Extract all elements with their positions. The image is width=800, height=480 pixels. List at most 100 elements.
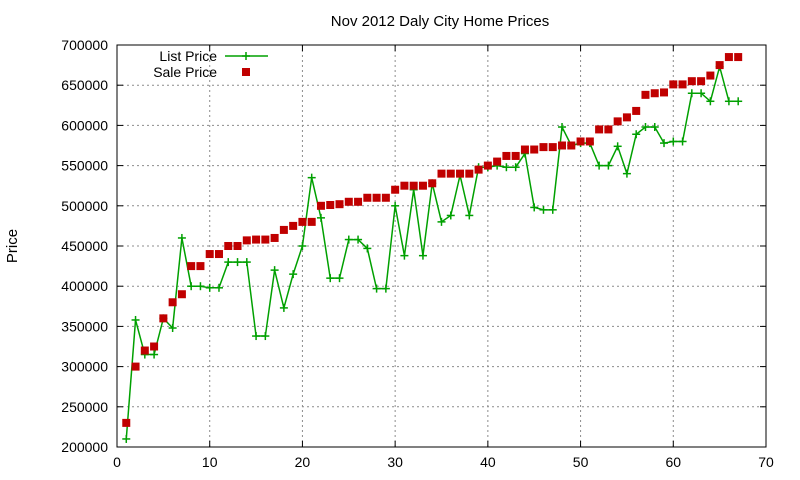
sale-price-point xyxy=(400,181,409,190)
legend: List Price Sale Price xyxy=(153,48,268,80)
sale-price-point xyxy=(205,250,214,259)
sale-price-point xyxy=(622,113,631,122)
sale-price-point xyxy=(270,233,279,242)
list-price-point xyxy=(622,169,631,178)
list-price-point xyxy=(316,213,325,222)
y-tick-label: 550000 xyxy=(61,158,108,174)
sale-price-point xyxy=(641,90,650,99)
legend-symbol-list-price xyxy=(225,52,268,60)
list-price-point xyxy=(335,274,344,283)
legend-label-sale-price: Sale Price xyxy=(153,64,217,80)
sale-price-point xyxy=(289,221,298,230)
list-price-point xyxy=(242,258,251,267)
sale-price-point xyxy=(706,71,715,80)
list-price-point xyxy=(344,235,353,244)
list-price-point xyxy=(363,244,372,253)
sale-price-point xyxy=(122,418,131,427)
list-price-point xyxy=(307,173,316,182)
list-price-point xyxy=(270,266,279,275)
list-price-point xyxy=(437,217,446,226)
list-price-point xyxy=(706,97,715,106)
sale-price-point xyxy=(326,200,335,209)
sale-price-point xyxy=(307,217,316,226)
x-tick-label: 10 xyxy=(202,454,218,470)
list-price-point xyxy=(446,211,455,220)
y-tick-label: 650000 xyxy=(61,77,108,93)
list-price-point xyxy=(697,89,706,98)
sale-price-point xyxy=(632,106,641,115)
sale-price-point xyxy=(493,157,502,166)
sale-price-point xyxy=(140,346,149,355)
sale-price-point xyxy=(242,236,251,245)
list-price-point xyxy=(669,137,678,146)
sale-price-point xyxy=(214,250,223,259)
sale-price-point xyxy=(613,117,622,126)
y-tick-label: 400000 xyxy=(61,278,108,294)
grid-lines xyxy=(117,45,766,447)
sale-price-point xyxy=(279,225,288,234)
y-tick-label: 700000 xyxy=(61,37,108,53)
list-price-point xyxy=(604,161,613,170)
list-price-point xyxy=(687,89,696,98)
y-tick-label: 250000 xyxy=(61,399,108,415)
legend-marker-sale-price xyxy=(242,68,250,76)
list-price-point xyxy=(678,137,687,146)
sale-price-point xyxy=(558,141,567,150)
sale-price-point xyxy=(409,181,418,190)
sale-price-point xyxy=(539,143,548,152)
chart-title: Nov 2012 Daly City Home Prices xyxy=(331,13,549,30)
list-price-point xyxy=(530,203,539,212)
list-price-point xyxy=(354,235,363,244)
sale-price-point xyxy=(131,362,140,371)
sale-price-point xyxy=(548,143,557,152)
series-sale-price xyxy=(122,53,743,427)
sale-price-point xyxy=(354,197,363,206)
sale-price-point xyxy=(465,169,474,178)
list-price-point xyxy=(548,205,557,214)
list-price-point xyxy=(224,258,233,267)
list-price-point xyxy=(372,284,381,293)
list-price-point xyxy=(381,284,390,293)
sale-price-point xyxy=(298,217,307,226)
list-price-point xyxy=(465,211,474,220)
list-price-point xyxy=(641,123,650,132)
list-price-point xyxy=(558,123,567,132)
y-axis-label: Price xyxy=(4,229,21,263)
list-price-point xyxy=(734,97,743,106)
sale-price-point xyxy=(520,145,529,154)
list-price-point xyxy=(724,97,733,106)
list-price-point xyxy=(187,282,196,291)
y-tick-label: 600000 xyxy=(61,117,108,133)
x-tick-label: 0 xyxy=(113,454,121,470)
list-price-point xyxy=(660,139,669,148)
sale-price-point xyxy=(511,151,520,160)
list-price-point xyxy=(150,350,159,359)
list-price-point xyxy=(261,332,270,341)
legend-label-list-price: List Price xyxy=(159,48,217,64)
y-tick-label: 200000 xyxy=(61,439,108,455)
sale-price-point xyxy=(697,77,706,86)
axis-ticks: 0 10 20 30 40 50 60 70 200000 250000 300000 350000 4… xyxy=(61,37,774,470)
sale-price-point xyxy=(261,235,270,244)
sale-price-point xyxy=(372,193,381,202)
sale-price-point xyxy=(224,242,233,250)
list-price-point xyxy=(214,283,223,292)
y-tick-label: 300000 xyxy=(61,359,108,375)
sale-price-point xyxy=(428,179,437,188)
list-price-point xyxy=(289,270,298,279)
list-price-point xyxy=(279,303,288,312)
sale-price-point xyxy=(650,89,659,98)
sale-price-point xyxy=(233,242,242,250)
x-tick-label: 70 xyxy=(758,454,774,470)
legend-marker-list-price xyxy=(242,52,250,60)
sale-price-point xyxy=(502,151,511,160)
sale-price-point xyxy=(446,169,455,178)
list-price-point xyxy=(168,324,177,333)
list-price-point xyxy=(298,242,307,250)
x-tick-label: 20 xyxy=(295,454,311,470)
y-tick-label: 500000 xyxy=(61,198,108,214)
sale-price-point xyxy=(687,77,696,86)
list-price-point xyxy=(511,163,520,172)
sale-price-point xyxy=(604,125,613,134)
